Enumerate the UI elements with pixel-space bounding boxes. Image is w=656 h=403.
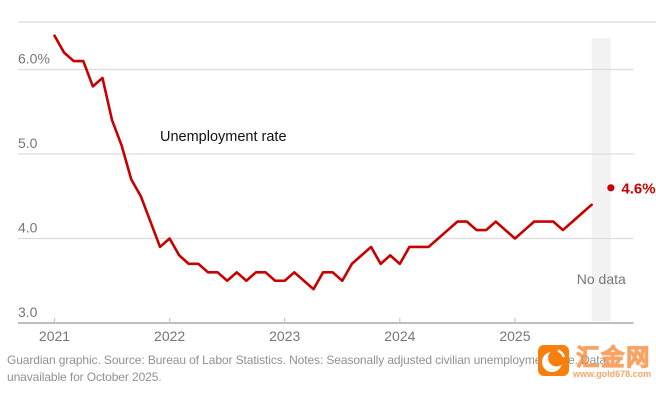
series-annotation-label: Unemployment rate (160, 129, 287, 145)
x-tick-label: 2023 (269, 328, 300, 344)
no-data-band (591, 38, 611, 321)
caption-line-1: Guardian graphic. Source: Bureau of Labo… (7, 353, 607, 367)
x-tick-label: 2025 (499, 328, 530, 344)
y-tick-label: 6.0% (18, 51, 50, 67)
y-tick-label: 4.0 (18, 220, 38, 236)
latest-point-dot (607, 184, 615, 192)
unemployment-rate-line (53, 34, 593, 291)
y-tick-label: 5.0 (18, 135, 38, 151)
caption-line-2: unavailable for October 2025. (7, 370, 162, 384)
x-tick-label: 2021 (39, 328, 70, 344)
x-tick-label: 2024 (384, 328, 415, 344)
no-data-label: No data (577, 271, 626, 287)
latest-value-label: 4.6% (621, 180, 655, 197)
y-tick-label: 3.0 (18, 304, 38, 320)
source-caption: Guardian graphic. Source: Bureau of Labo… (7, 352, 653, 386)
x-tick-label: 2022 (154, 328, 185, 344)
